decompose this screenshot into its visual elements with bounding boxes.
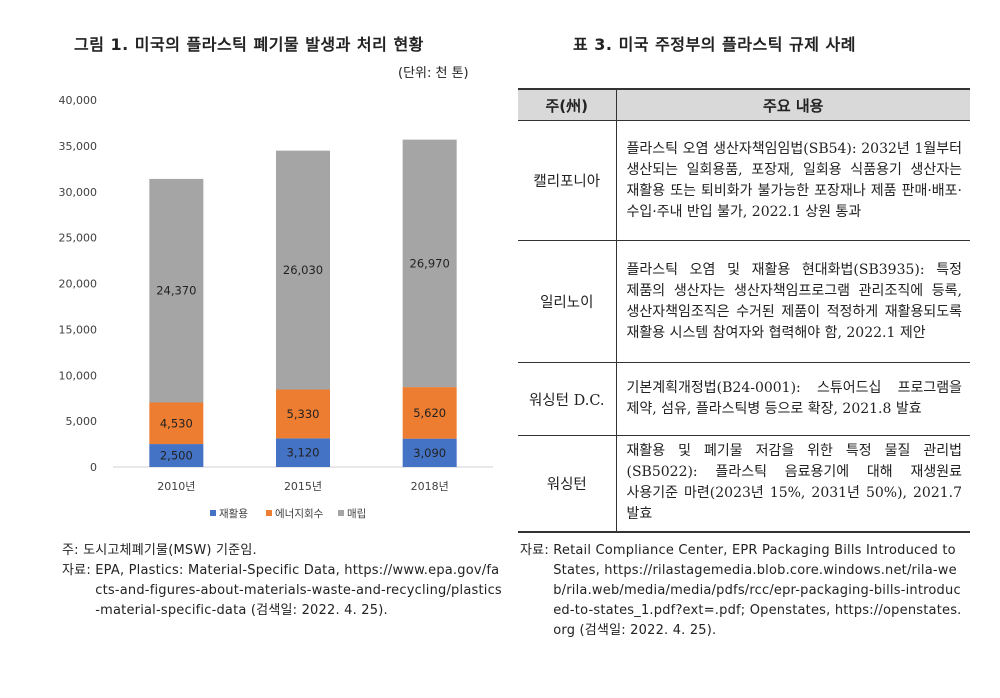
bar-에너지회수: [402, 387, 457, 439]
bar-재활용: [149, 444, 204, 467]
x-tick-label: 2015년: [284, 480, 322, 493]
y-tick-label: 25,000: [59, 232, 98, 245]
legend-label: 매립: [347, 507, 366, 520]
bar-매립: [149, 178, 204, 403]
content-cell: 기본계획개정법(B24-0001): 스튜어드십 프로그램을 제약, 섬유, 플…: [616, 362, 970, 436]
bar-재활용: [276, 438, 330, 467]
table-row: 일리노이 플라스틱 오염 및 재활용 현대화법(SB3935): 특정 제품의 …: [518, 240, 970, 363]
legend-swatch: [266, 510, 272, 516]
legend: 재활용 에너지회수 매립: [210, 507, 366, 520]
table-header-row: 주(州) 주요 내용: [518, 88, 970, 121]
y-tick-label: 20,000: [59, 278, 98, 291]
data-label: 26,030: [283, 263, 323, 277]
state-cell: 캘리포니아: [518, 120, 617, 241]
bar-에너지회수: [149, 402, 204, 445]
unit-label: (단위: 천 톤): [398, 66, 469, 81]
data-label: 5,620: [413, 406, 446, 420]
regulation-table: 주(州) 주요 내용 캘리포니아 플라스틱 오염 생산자책임임법(SB54): …: [518, 88, 970, 533]
stacked-bar-chart: 0 5,000 10,000 15,000 20,000 25,000 30,000 35,0…: [59, 94, 493, 520]
note-label: 주:: [62, 543, 84, 558]
y-tick-label: 40,000: [59, 94, 98, 107]
x-tick-label: 2018년: [411, 480, 449, 493]
state-cell: 워싱턴 D.C.: [518, 362, 617, 436]
source-text: EPA, Plastics: Material-Specific Data, h…: [95, 563, 502, 618]
state-cell: 워싱턴: [518, 435, 617, 533]
bar-에너지회수: [276, 389, 330, 439]
source-label: 자료:: [62, 563, 96, 578]
data-label: 5,330: [287, 407, 320, 421]
data-label: 3,120: [287, 446, 320, 460]
table-notes: 자료: Retail Compliance Center, EPR Packag…: [520, 541, 964, 641]
data-label: 2,500: [160, 449, 193, 463]
legend-label: 에너지회수: [275, 508, 324, 520]
legend-swatch: [338, 510, 344, 516]
data-label: 26,970: [410, 256, 450, 270]
x-axis: 2010년 2015년 2018년: [157, 480, 448, 493]
data-label: 3,090: [413, 446, 446, 460]
table-source-label: 자료:: [520, 543, 554, 558]
y-tick-label: 5,000: [66, 415, 98, 428]
note-text: 도시고체폐기물(MSW) 기준임.: [83, 543, 257, 558]
table-title: 표 3. 미국 주정부의 플라스틱 규제 사례: [573, 35, 856, 54]
x-tick-label: 2010년: [157, 480, 195, 493]
legend-label: 재활용: [219, 507, 248, 520]
figure-notes: 주: 도시고체폐기물(MSW) 기준임. 자료: EPA, Plastics: …: [62, 541, 502, 621]
figure-title: 그림 1. 미국의 플라스틱 폐기물 발생과 처리 현황: [74, 35, 424, 54]
bar-재활용: [402, 438, 457, 467]
table-source-text: Retail Compliance Center, EPR Packaging …: [553, 543, 962, 638]
y-tick-label: 35,000: [59, 140, 98, 153]
y-axis: 0 5,000 10,000 15,000 20,000 25,000 30,000 35,0…: [59, 94, 98, 474]
header-state: 주(州): [518, 88, 617, 121]
table-row: 워싱턴 재활용 및 폐기물 저감을 위한 특정 물질 관리법(SB5022): …: [518, 435, 970, 533]
y-tick-label: 10,000: [59, 369, 98, 382]
table-row: 워싱턴 D.C. 기본계획개정법(B24-0001): 스튜어드십 프로그램을 …: [518, 362, 970, 436]
bar-매립: [276, 150, 330, 390]
content-cell: 플라스틱 오염 및 재활용 현대화법(SB3935): 특정 제품의 생산자는 …: [616, 240, 970, 363]
table-row: 캘리포니아 플라스틱 오염 생산자책임임법(SB54): 2032년 1월부터 …: [518, 120, 970, 241]
content-cell: 재활용 및 폐기물 저감을 위한 특정 물질 관리법(SB5022): 플라스틱…: [616, 435, 970, 533]
legend-swatch: [210, 510, 216, 516]
state-cell: 일리노이: [518, 240, 617, 363]
data-label: 4,530: [160, 416, 193, 430]
y-tick-label: 15,000: [59, 323, 98, 336]
y-tick-label: 0: [90, 461, 97, 474]
y-tick-label: 30,000: [59, 186, 98, 199]
content-cell: 플라스틱 오염 생산자책임임법(SB54): 2032년 1월부터 생산되는 일…: [616, 120, 970, 241]
data-label: 24,370: [156, 284, 196, 298]
bars: 2,500 4,530 24,370 3,120 5,330 26,030 3,090 5,6…: [149, 139, 457, 467]
bar-매립: [402, 139, 457, 388]
header-content: 주요 내용: [616, 88, 970, 121]
